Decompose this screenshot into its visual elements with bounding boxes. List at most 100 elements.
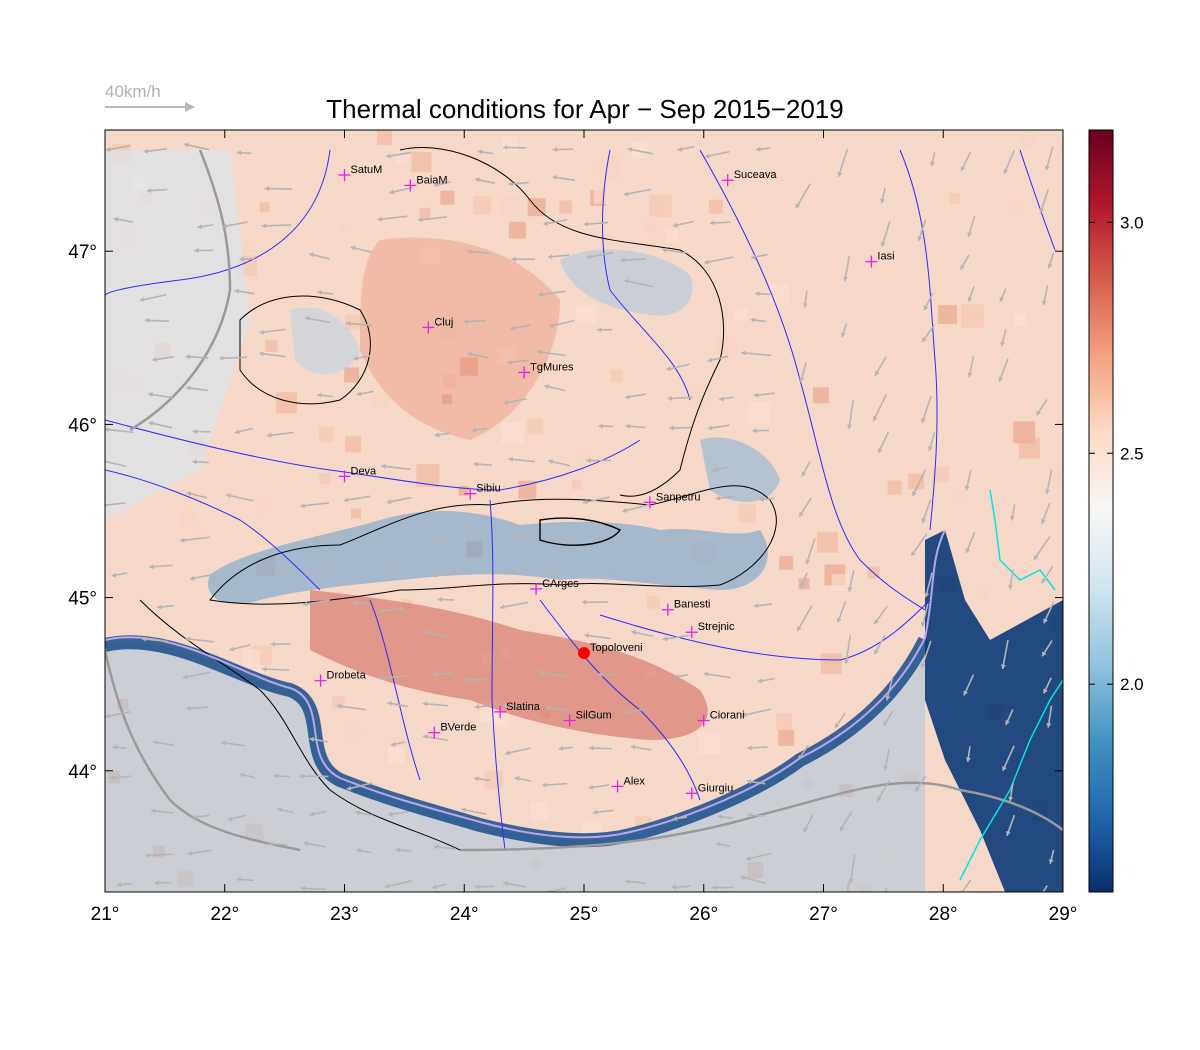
field-pixel — [816, 531, 838, 553]
wind-arrowhead — [557, 537, 562, 543]
wind-arrowhead — [874, 619, 879, 625]
field-pixel — [593, 189, 608, 204]
wind-arrow — [105, 460, 127, 468]
wind-arrowhead — [801, 471, 807, 477]
wind-arrowhead — [154, 880, 159, 886]
wind-arrowhead — [998, 376, 1004, 382]
field-pixel — [501, 422, 524, 445]
timis-river — [105, 469, 321, 591]
city-label: BVerde — [440, 722, 476, 734]
wind-arrowhead — [428, 541, 433, 547]
field-pixel — [372, 392, 390, 410]
wind-arrow — [623, 188, 652, 196]
wind-arrowhead — [800, 582, 805, 588]
field-pixel — [812, 387, 829, 404]
field-pixel — [499, 648, 510, 659]
wind-arrow — [345, 322, 373, 327]
wind-arrow — [105, 428, 134, 434]
wind-arrowhead — [259, 329, 265, 335]
wind-arrow — [262, 668, 290, 671]
wind-arrowhead — [507, 359, 512, 365]
wind-arrowhead — [1044, 489, 1051, 495]
city-label: Alex — [624, 775, 646, 787]
wind-arrowhead — [97, 458, 102, 463]
olt-river — [489, 499, 506, 851]
wind-arrowhead — [960, 264, 965, 270]
wind-arrowhead — [268, 841, 274, 847]
wind-arrowhead — [345, 320, 351, 326]
wind-arrowhead — [148, 392, 153, 398]
wind-arrowhead — [707, 425, 713, 431]
contour-fagaras — [539, 517, 622, 546]
field-pixel — [1021, 135, 1035, 149]
wind-arrowhead — [842, 276, 849, 282]
wind-arrowhead — [750, 317, 755, 323]
city-label: Sanpetru — [656, 491, 701, 503]
lon-tick-label: 26° — [689, 904, 718, 925]
wind-arrow — [910, 533, 928, 557]
field-pixel — [344, 367, 360, 383]
colorbar-bar — [1088, 129, 1114, 893]
wind-arrowhead — [514, 775, 520, 781]
wind-arrowhead — [261, 223, 267, 229]
wind-arrowhead — [221, 740, 226, 746]
lon-tick-label: 22° — [210, 904, 239, 925]
wind-arrow — [145, 853, 173, 857]
wind-arrowhead — [239, 256, 244, 262]
wind-scale-arrowhead — [185, 102, 195, 112]
wind-arrow — [741, 351, 772, 357]
wind-arrowhead — [543, 220, 548, 226]
wind-arrowhead — [960, 166, 966, 172]
wind-arrowhead — [965, 757, 971, 762]
wind-arrow — [805, 538, 816, 565]
wind-arrowhead — [262, 666, 267, 672]
lon-tick-label: 27° — [809, 904, 838, 925]
wind-arrowhead — [673, 222, 678, 228]
wind-arrowhead — [705, 153, 710, 159]
wind-arrowhead — [717, 814, 723, 820]
wind-arrowhead — [883, 765, 889, 771]
field-pixel — [698, 732, 721, 755]
wind-arrowhead — [1044, 165, 1050, 171]
wind-arrowhead — [669, 425, 674, 431]
wind-arrowhead — [153, 740, 158, 746]
wind-arrowhead — [311, 535, 317, 542]
wind-arrowhead — [185, 636, 190, 642]
city-marker: Giurgiu — [685, 782, 733, 800]
wind-arrowhead — [461, 807, 467, 813]
field-pixel — [820, 653, 842, 675]
wind-arrowhead — [303, 841, 309, 847]
lon-tick-label: 24° — [450, 904, 479, 925]
wind-arrow — [703, 672, 731, 679]
wind-arrowhead — [1036, 410, 1042, 416]
field-pixel — [559, 200, 573, 214]
wind-arrowhead — [751, 254, 756, 260]
field-pixel — [778, 729, 795, 746]
wind-arrowhead — [379, 675, 384, 681]
wind-arrowhead — [110, 775, 115, 781]
wind-arrowhead — [552, 174, 558, 181]
wind-arrowhead — [802, 303, 808, 308]
wind-arrowhead — [432, 884, 437, 890]
wind-arrowhead — [146, 188, 152, 194]
wind-arrowhead — [753, 603, 759, 609]
wind-arrowhead — [625, 394, 630, 400]
wind-arrowhead — [911, 550, 916, 556]
wind-arrow — [183, 143, 210, 151]
wind-arrowhead — [234, 288, 240, 294]
wind-arrowhead — [302, 601, 308, 607]
somes-river — [105, 149, 331, 296]
wind-arrowhead — [434, 432, 440, 438]
wind-arrowhead — [880, 241, 886, 247]
colorbar-tick-label: 2.5 — [1120, 444, 1144, 463]
colorbar-tick-label: 2.0 — [1120, 675, 1144, 694]
wind-arrowhead — [921, 418, 926, 424]
wind-arrowhead — [1047, 263, 1053, 269]
wind-arrowhead — [542, 782, 547, 788]
city-marker: Suceava — [721, 169, 777, 187]
wind-arrowhead — [715, 841, 721, 847]
colorbar-tick-label: 3.0 — [1120, 213, 1144, 232]
city-marker: Topoloveni — [578, 642, 643, 660]
wind-arrow — [920, 640, 932, 669]
